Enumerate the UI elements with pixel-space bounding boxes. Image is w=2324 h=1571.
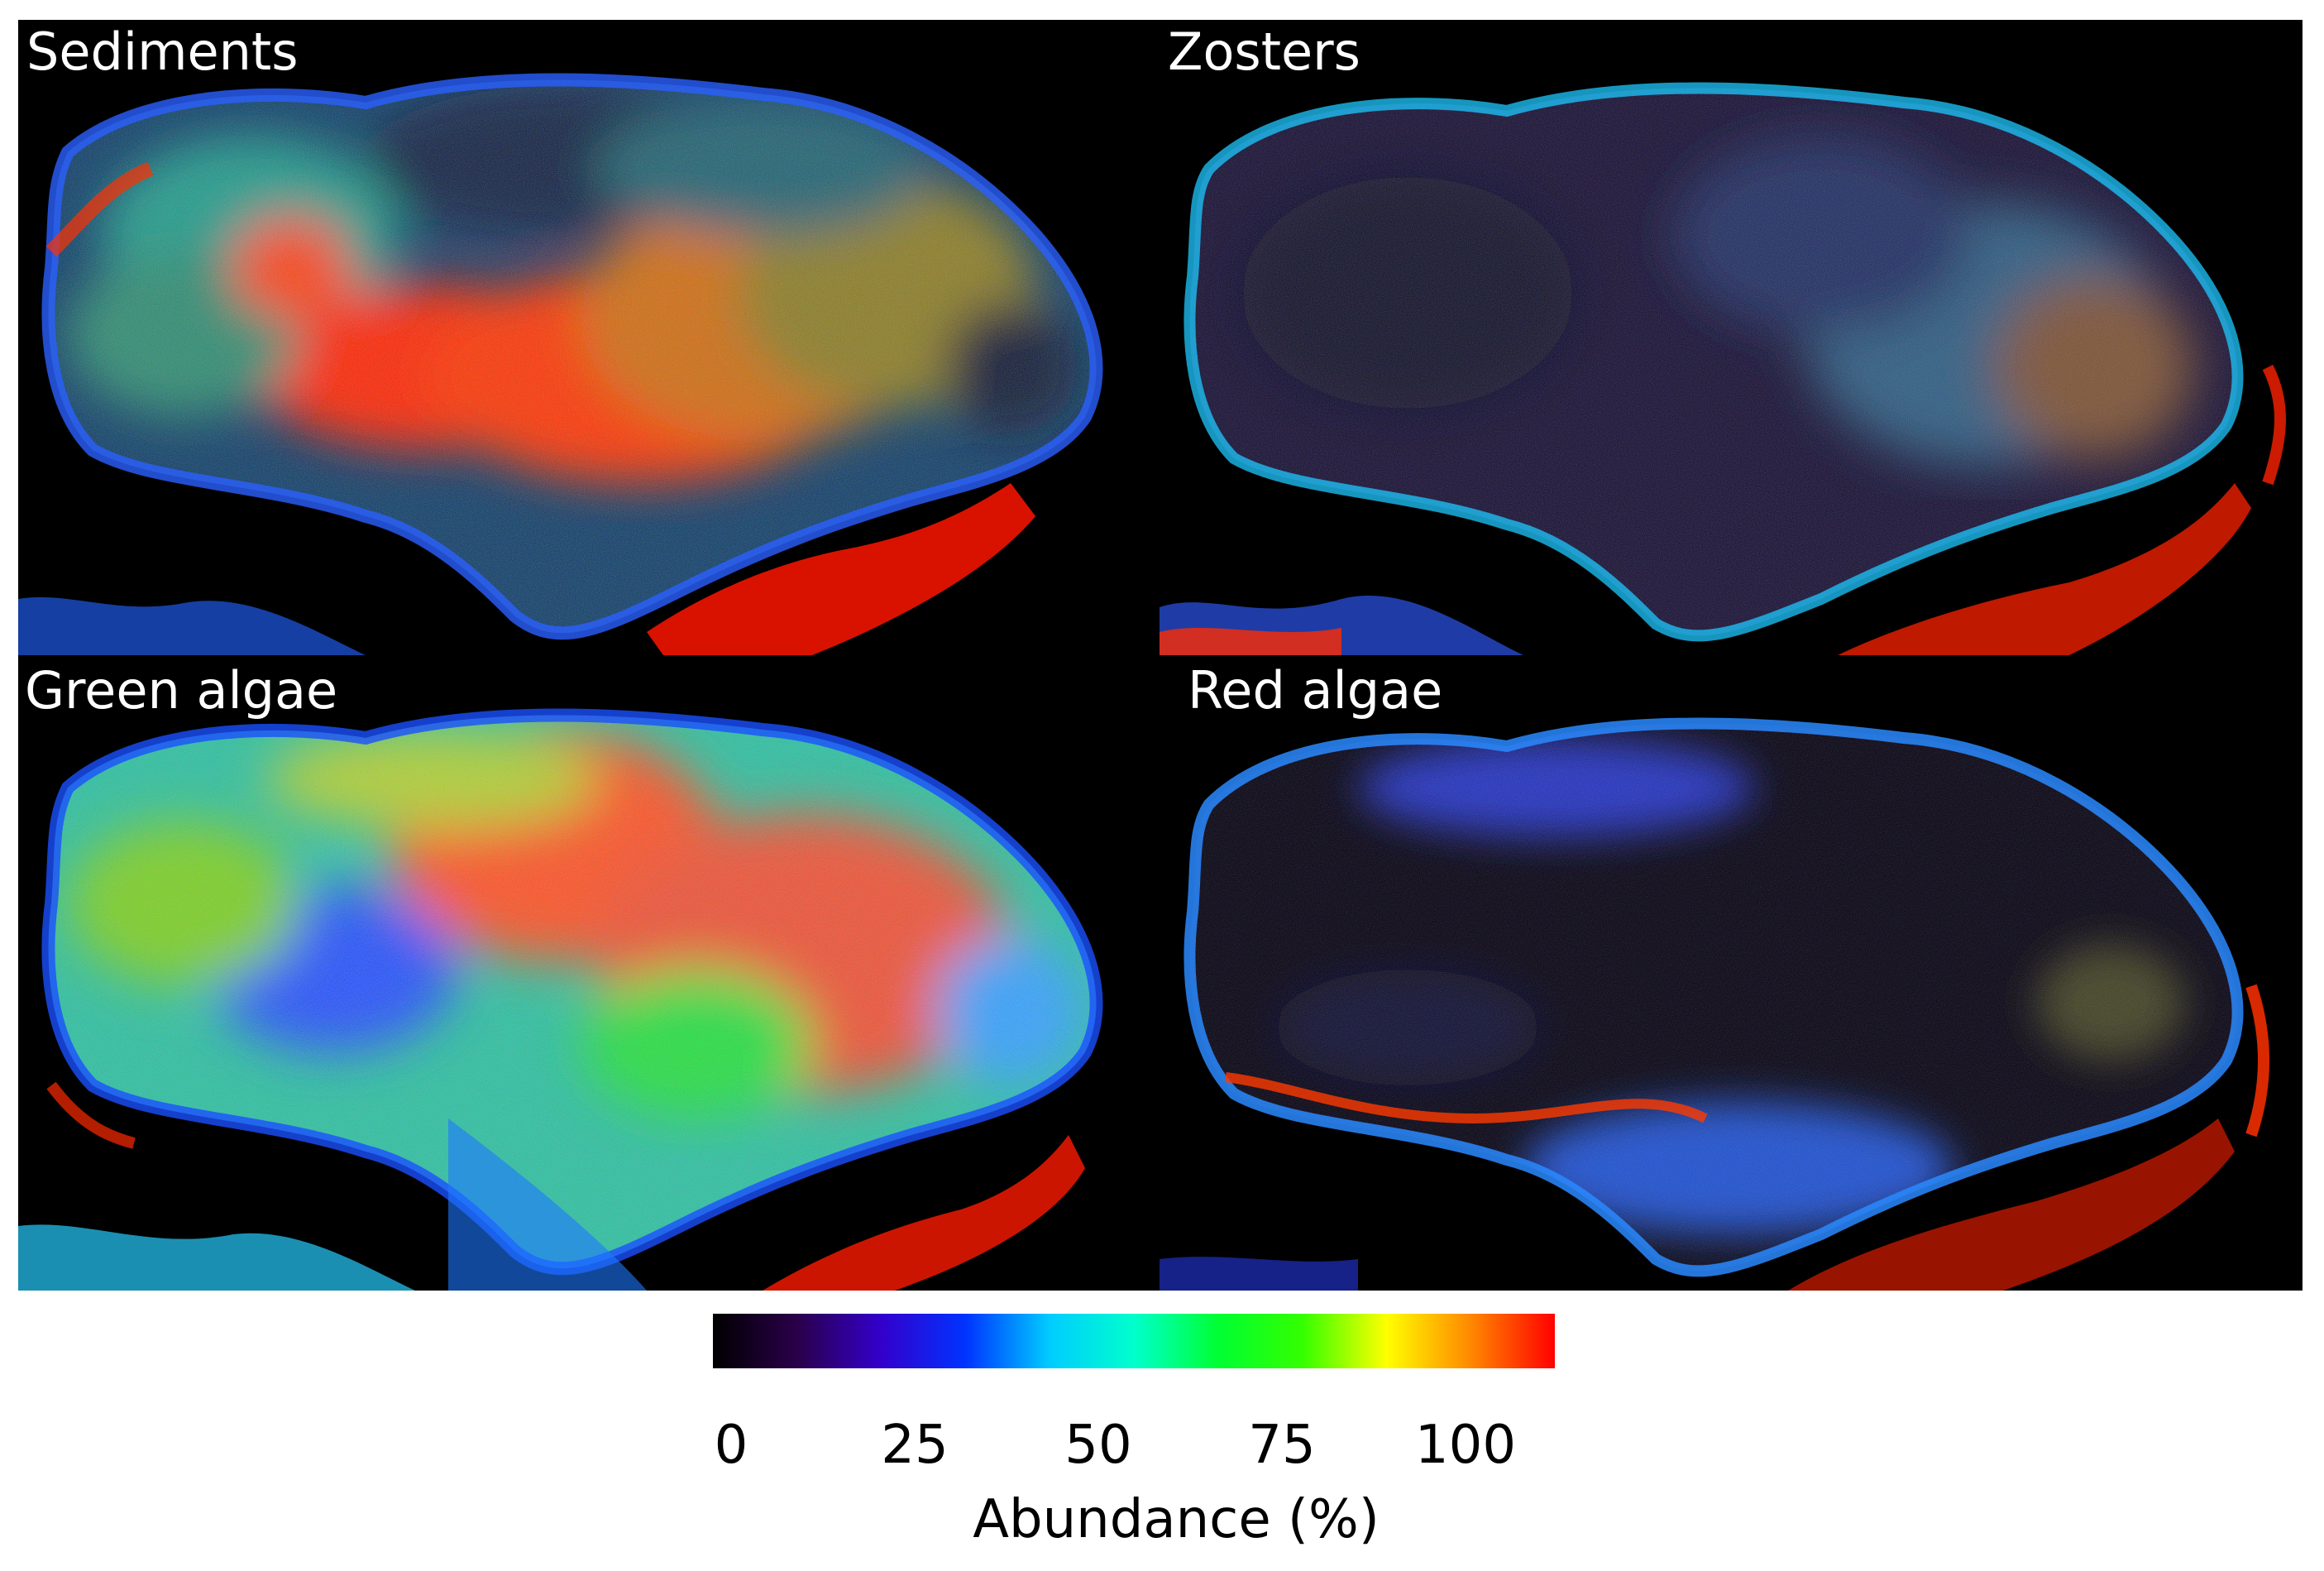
panel-title: Zosters	[1168, 22, 1360, 82]
sediments-abundance-map: Sediments	[18, 20, 1160, 655]
panel-title: Red algae	[1188, 660, 1443, 721]
colorbar-tick-75: 75	[1248, 1415, 1316, 1476]
red-algae-map-image	[1160, 717, 2269, 1291]
colorbar-tick-100: 100	[1414, 1415, 1517, 1476]
green-algae-abundance-map: Green algae	[18, 655, 1160, 1291]
colorbar-label: Abundance (%)	[973, 1489, 1380, 1550]
red-algae-abundance-map: Red algae	[1160, 655, 2302, 1291]
zosters-map-image	[1160, 82, 2286, 655]
colorbar-tick-25: 25	[881, 1415, 949, 1476]
zosters-abundance-map: Zosters	[1160, 20, 2302, 655]
panel-title: Green algae	[25, 660, 338, 721]
colorbar-tick-50: 50	[1064, 1415, 1132, 1476]
green-algae-map-image	[18, 708, 1103, 1291]
sediments-map-image	[18, 73, 1103, 655]
colorbar-gradient	[713, 1314, 1555, 1368]
panel-title: Sediments	[26, 22, 299, 82]
colorbar-tick-0: 0	[714, 1415, 748, 1476]
abundance-colorbar	[713, 1314, 1555, 1368]
